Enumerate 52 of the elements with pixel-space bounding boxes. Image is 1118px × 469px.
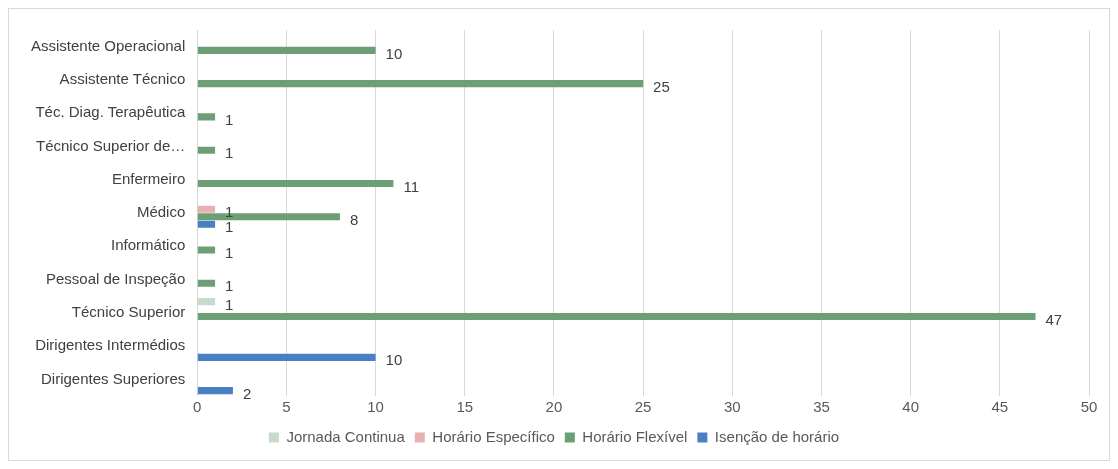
data-label: 10 bbox=[385, 351, 403, 369]
data-label: 1 bbox=[225, 111, 234, 129]
bar bbox=[197, 46, 376, 54]
x-tick-label: 10 bbox=[367, 398, 384, 416]
data-label: 1 bbox=[225, 144, 234, 162]
bar bbox=[197, 205, 216, 213]
x-tick-label: 0 bbox=[193, 398, 202, 416]
bar bbox=[197, 80, 644, 88]
x-tick-label: 40 bbox=[902, 398, 919, 416]
x-tick-label: 50 bbox=[1080, 398, 1098, 416]
bar bbox=[197, 298, 216, 306]
y-tick-label: Técnico Superior bbox=[71, 302, 186, 320]
bar bbox=[197, 313, 1036, 321]
data-label: 8 bbox=[349, 210, 359, 228]
bar bbox=[197, 353, 376, 361]
x-tick-label: 15 bbox=[456, 398, 474, 416]
x-tick-label: 30 bbox=[723, 398, 741, 416]
x-tick-label: 5 bbox=[282, 398, 291, 416]
y-tick-label: Téc. Diag. Terapêutica bbox=[35, 103, 186, 121]
bar bbox=[197, 246, 216, 254]
y-tick-label: Técnico Superior de… bbox=[36, 136, 186, 154]
y-tick-label: Médico bbox=[136, 203, 186, 221]
data-label: 25 bbox=[653, 77, 670, 95]
data-label: 1 bbox=[225, 218, 234, 236]
data-label: 47 bbox=[1045, 310, 1063, 328]
x-tick-label: 20 bbox=[545, 398, 563, 416]
data-label: 2 bbox=[242, 384, 252, 402]
bar bbox=[197, 179, 394, 188]
y-tick-label: Pessoal de Inspeção bbox=[45, 269, 186, 287]
legend-label: Isenção de horário bbox=[714, 427, 840, 445]
bar bbox=[197, 113, 216, 121]
bar bbox=[197, 387, 233, 395]
legend-label: Jornada Continua bbox=[286, 427, 406, 445]
data-label: 1 bbox=[225, 295, 234, 313]
bar bbox=[197, 279, 216, 287]
y-tick-label: Dirigentes Superiores bbox=[41, 369, 186, 387]
x-tick-label: 35 bbox=[813, 398, 830, 416]
bar bbox=[197, 220, 216, 228]
x-tick-label: 45 bbox=[991, 398, 1009, 416]
y-tick-label: Informático bbox=[111, 236, 186, 254]
data-label: 11 bbox=[403, 177, 420, 195]
data-label: 1 bbox=[225, 244, 234, 262]
legend-label: Horário Específico bbox=[432, 427, 555, 445]
y-tick-label: Dirigentes Intermédios bbox=[35, 336, 186, 354]
data-label: 1 bbox=[225, 277, 234, 295]
legend-label: Horário Flexível bbox=[582, 427, 688, 445]
y-tick-label: Enfermeiro bbox=[111, 169, 186, 187]
bar bbox=[197, 146, 216, 154]
y-tick-label: Assistente Operacional bbox=[31, 36, 186, 54]
data-label: 10 bbox=[385, 44, 403, 62]
y-tick-label: Assistente Técnico bbox=[59, 70, 186, 88]
x-tick-label: 25 bbox=[634, 398, 652, 416]
